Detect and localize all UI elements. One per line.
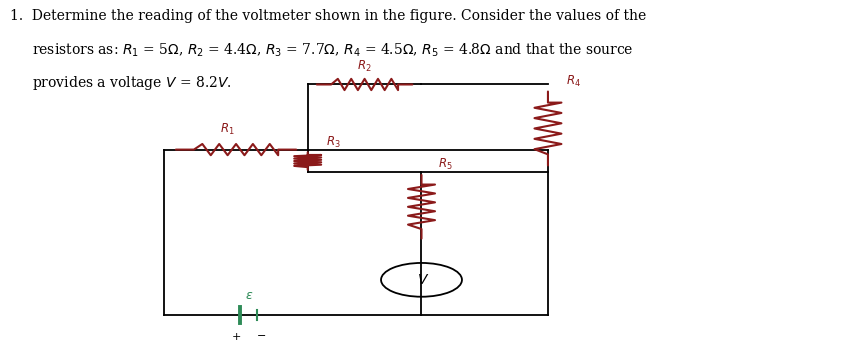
Text: $R_5$: $R_5$ — [438, 157, 453, 172]
Text: $V$: $V$ — [417, 273, 429, 287]
Text: $R_4$: $R_4$ — [566, 74, 582, 89]
Text: provides a voltage $V$ = 8.2$V$.: provides a voltage $V$ = 8.2$V$. — [10, 74, 232, 92]
Text: +: + — [231, 332, 241, 342]
Text: $-$: $-$ — [256, 329, 266, 339]
Text: $R_2$: $R_2$ — [357, 59, 372, 74]
Text: $R_3$: $R_3$ — [326, 134, 341, 150]
Text: 1.  Determine the reading of the voltmeter shown in the figure. Consider the val: 1. Determine the reading of the voltmete… — [10, 9, 647, 23]
Text: $\varepsilon$: $\varepsilon$ — [244, 289, 253, 302]
Text: $R_1$: $R_1$ — [220, 122, 235, 137]
Text: resistors as: $R_1$ = 5$\Omega$, $R_2$ = 4.4$\Omega$, $R_3$ = 7.7$\Omega$, $R_4$: resistors as: $R_1$ = 5$\Omega$, $R_2$ =… — [10, 41, 634, 58]
